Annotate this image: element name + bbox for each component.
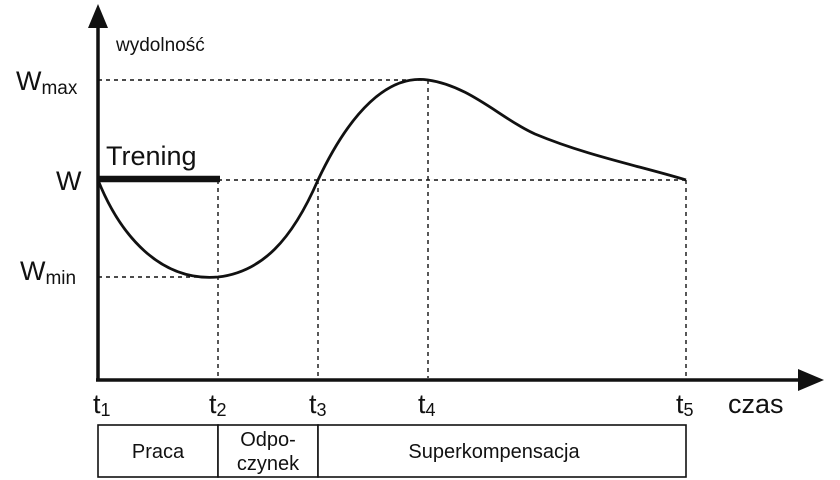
x-axis-arrow	[798, 369, 824, 391]
wmax-sub: max	[41, 78, 77, 99]
training-label: Trening	[106, 141, 197, 171]
wmax-main: W	[16, 66, 42, 96]
phase-odpoczynek-label-1: Odpo-	[240, 429, 296, 451]
phase-superkompensacja-label: Superkompensacja	[408, 441, 580, 463]
phase-praca-label: Praca	[132, 441, 185, 463]
t3-label: t3	[309, 389, 327, 420]
t2-label: t2	[209, 389, 227, 420]
performance-curve	[96, 77, 687, 279]
t2-sub: 2	[217, 400, 227, 420]
wmax-label: Wmax	[16, 66, 78, 99]
phase-boxes: Praca Odpo- czynek Superkompensacja	[97, 424, 687, 478]
t4-label: t4	[418, 389, 436, 420]
t3-main: t	[309, 389, 317, 419]
t4-main: t	[418, 389, 426, 419]
t2-main: t	[209, 389, 217, 419]
t3-sub: 3	[317, 400, 327, 420]
w-main: W	[56, 166, 82, 196]
wmin-label: Wmin	[20, 256, 76, 289]
phase-odpoczynek-label-2: czynek	[237, 453, 300, 475]
t1-main: t	[93, 389, 101, 419]
x-axis-label: czas	[728, 389, 784, 419]
time-labels: t1 t2 t3 t4 t5 czas	[93, 389, 784, 420]
t4-sub: 4	[426, 400, 436, 420]
guide-lines	[98, 79, 687, 378]
t5-label: t5	[676, 389, 694, 420]
y-axis-arrow	[88, 4, 108, 28]
t1-label: t1	[93, 389, 111, 420]
y-axis-label: wydolność	[115, 35, 205, 56]
t1-sub: 1	[101, 400, 111, 420]
wmin-sub: min	[45, 268, 76, 289]
axes	[88, 4, 824, 391]
t5-sub: 5	[684, 400, 694, 420]
wmin-main: W	[20, 256, 46, 286]
phase-superkompensacja-box	[317, 424, 687, 478]
w-label: W	[56, 166, 82, 196]
t5-main: t	[676, 389, 684, 419]
